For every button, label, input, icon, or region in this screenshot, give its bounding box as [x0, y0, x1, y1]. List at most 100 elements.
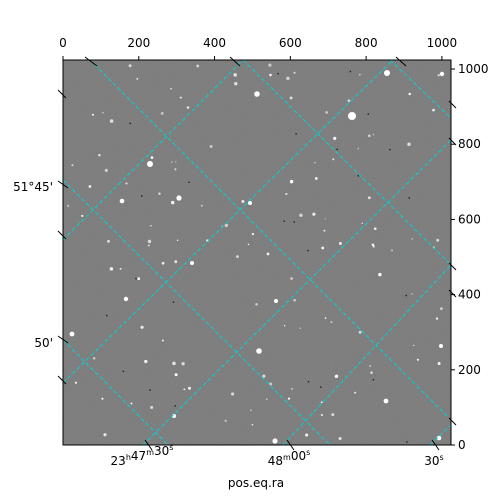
star — [437, 362, 441, 365]
dark-pixel — [389, 148, 391, 151]
dark-pixel — [307, 249, 309, 252]
x-axis-title: pos.eq.ra — [228, 476, 284, 490]
x-pixel-tick-label: 800 — [355, 36, 378, 50]
star — [323, 229, 326, 232]
dark-pixel — [320, 386, 322, 388]
grid-edge-marks — [57, 56, 457, 426]
dark-pixel — [188, 181, 190, 183]
ra-ticks: 23h47m30s 48m00s 30s — [111, 439, 444, 468]
star — [176, 239, 179, 242]
star — [147, 244, 150, 247]
star — [289, 96, 293, 100]
star — [368, 134, 371, 138]
star — [436, 238, 440, 242]
dark-pixel — [405, 294, 407, 297]
star — [130, 402, 133, 405]
grid-line — [429, 424, 451, 445]
grid-line — [242, 60, 451, 266]
star — [251, 232, 255, 236]
star — [305, 433, 309, 437]
grid-line — [389, 60, 451, 119]
star — [147, 239, 152, 244]
x-pixel-tick-label: 200 — [127, 36, 150, 50]
star — [283, 325, 286, 327]
star — [436, 435, 442, 441]
star — [103, 433, 107, 437]
star — [150, 405, 154, 409]
star — [320, 413, 323, 417]
x-pixel-tick-label: 0 — [59, 36, 67, 50]
star — [333, 136, 337, 140]
dark-pixel — [357, 175, 360, 177]
dark-pixel — [277, 72, 279, 75]
ra-tick-2 — [286, 439, 295, 451]
star — [136, 78, 139, 80]
star — [407, 142, 411, 146]
star — [161, 339, 164, 342]
dark-pixel — [149, 389, 151, 391]
star — [109, 119, 114, 123]
dark-pixel — [307, 381, 310, 383]
star — [266, 252, 270, 256]
star — [175, 161, 177, 163]
star — [160, 112, 164, 115]
star — [250, 409, 252, 411]
star — [93, 357, 96, 360]
star — [299, 327, 301, 329]
y-pixel-tick-label: 800 — [458, 137, 481, 151]
star — [361, 222, 363, 225]
star — [331, 413, 335, 417]
star — [435, 317, 439, 320]
star — [231, 392, 235, 396]
star — [314, 161, 316, 164]
star — [262, 374, 266, 378]
star — [274, 299, 278, 303]
image-noise — [63, 60, 451, 445]
dark-pixel — [172, 301, 175, 303]
star — [413, 344, 415, 347]
star — [183, 388, 186, 391]
grid-line — [282, 264, 451, 445]
right-pixel-axis: 0 200 400 600 800 1000 — [451, 62, 489, 452]
y-pixel-tick-label: 600 — [458, 212, 481, 226]
star — [408, 92, 411, 96]
star — [174, 260, 178, 264]
star — [236, 255, 239, 258]
x-pixel-tick-label: 600 — [279, 36, 302, 50]
star — [272, 438, 278, 444]
grid-line — [63, 60, 394, 384]
star — [299, 213, 303, 217]
star — [324, 317, 327, 319]
star — [170, 88, 172, 90]
star — [384, 70, 390, 76]
star — [359, 73, 361, 76]
dark-pixel — [141, 195, 143, 197]
star — [123, 296, 129, 302]
star — [181, 362, 185, 366]
dark-pixel — [336, 148, 338, 151]
star — [226, 224, 229, 226]
star — [293, 298, 296, 302]
star — [69, 331, 75, 337]
star — [289, 179, 294, 184]
star — [150, 224, 152, 227]
star — [367, 196, 371, 200]
dark-pixel — [283, 220, 285, 222]
star — [174, 168, 177, 171]
star — [176, 195, 182, 201]
star — [293, 71, 296, 74]
star — [234, 81, 238, 86]
star — [411, 293, 413, 295]
star — [119, 198, 125, 204]
dark-pixel — [349, 70, 352, 73]
star — [321, 246, 325, 250]
y-pixel-tick-label: 1000 — [458, 62, 489, 76]
coordinate-grid — [63, 60, 451, 445]
star — [265, 398, 268, 401]
star — [196, 64, 200, 68]
star — [320, 401, 323, 404]
star — [71, 164, 74, 167]
dark-pixel — [295, 133, 297, 135]
star — [373, 227, 377, 231]
star — [140, 325, 144, 329]
